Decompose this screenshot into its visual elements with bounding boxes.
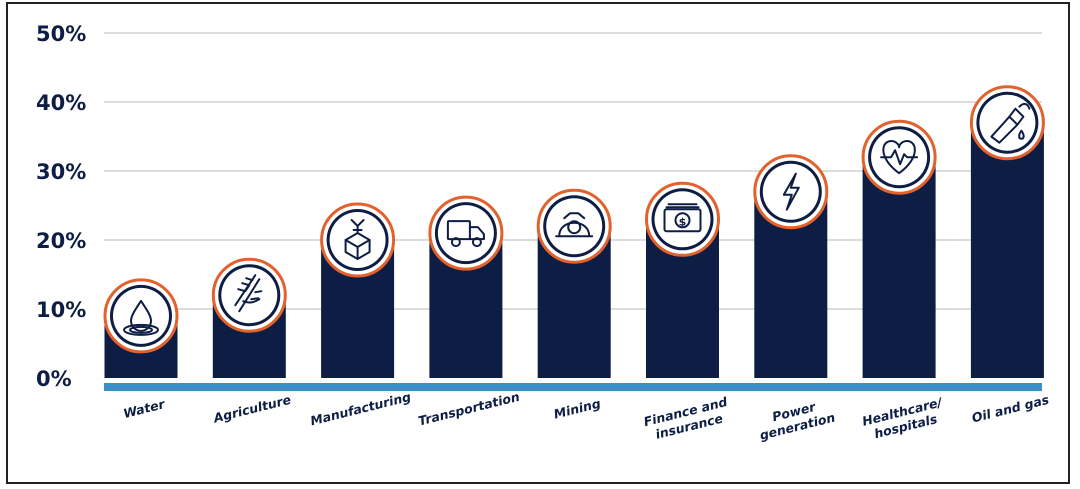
x-tick-label: Powergeneration: [754, 395, 836, 443]
x-tick-label: Transportation: [417, 389, 522, 429]
lightning-bolt-icon: [753, 154, 829, 230]
x-tick-label: Healthcare/hospitals: [861, 394, 949, 443]
x-tick-label: Water: [122, 396, 167, 421]
y-tick-label: 0%: [36, 367, 72, 391]
wheat-icon: [211, 257, 287, 333]
y-tick-label: 50%: [36, 22, 86, 46]
heart-pulse-icon: [861, 119, 937, 195]
bar: [970, 122, 1044, 378]
y-tick-label: 30%: [36, 160, 86, 184]
factory-robot-icon: [320, 202, 396, 278]
y-tick-label: 20%: [36, 229, 86, 253]
truck-icon: [428, 195, 504, 271]
fuel-nozzle-icon: [969, 85, 1045, 161]
mining-helmet-icon: [536, 188, 612, 264]
x-tick-label: Agriculture: [211, 392, 292, 426]
x-tick-label: Finance andinsurance: [642, 394, 733, 444]
svg-text:$: $: [679, 215, 687, 228]
y-tick-label: 10%: [36, 298, 86, 322]
y-axis-ticks: 0% 10% 20% 30% 40% 50%: [36, 22, 86, 391]
money-bill-icon: $: [645, 181, 720, 257]
x-tick-label: Manufacturing: [309, 389, 413, 429]
x-axis-baseline: [104, 383, 1042, 391]
y-tick-label: 40%: [36, 91, 86, 115]
x-tick-label: Oil and gas: [970, 392, 1050, 426]
x-tick-label: Mining: [552, 396, 602, 422]
x-axis-labels: Water Agriculture Manufacturing Transportat…: [122, 389, 1051, 444]
water-drop-icon: [103, 278, 179, 354]
icon-badges: $: [103, 85, 1045, 354]
